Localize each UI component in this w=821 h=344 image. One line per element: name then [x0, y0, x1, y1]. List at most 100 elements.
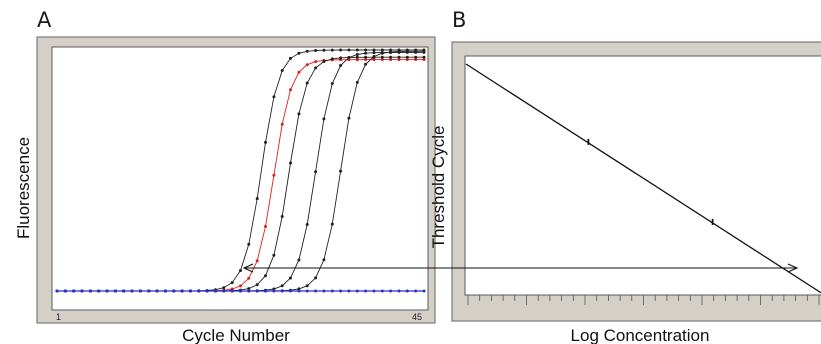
panel-b-plot-area — [464, 55, 821, 296]
standard-curve-line — [465, 63, 821, 294]
series-5-point-19 — [214, 289, 217, 293]
series-2-point-33 — [330, 57, 334, 61]
series-0-point-27 — [280, 69, 284, 72]
series-5-point-14 — [172, 289, 176, 293]
series-5-point-1 — [63, 289, 67, 293]
series-1-point-30 — [305, 63, 309, 67]
panel-a-label: A — [37, 8, 52, 32]
series-0-point-23 — [247, 242, 251, 246]
arrowhead-right — [787, 263, 799, 273]
series-4-point-32 — [322, 258, 326, 262]
x-axis-title-a: Cycle Number — [182, 326, 290, 344]
series-2-point-24 — [255, 283, 259, 287]
series-2-point-42 — [405, 55, 409, 59]
x-tick-label-last: 45 — [412, 312, 422, 322]
series-4-point-34 — [339, 169, 343, 173]
series-5-point-29 — [297, 289, 301, 293]
series-1-point-42 — [405, 58, 409, 62]
series-5-point-32 — [322, 289, 326, 293]
series-3-point-31 — [314, 170, 318, 174]
series-4-point-36 — [355, 80, 359, 84]
series-4-point-44 — [422, 49, 426, 53]
arrowhead-left — [242, 263, 254, 273]
series-0-point-24 — [255, 197, 259, 201]
series-5-point-34 — [339, 289, 343, 293]
x-axis-ticks-b — [467, 295, 820, 305]
series-4-point-37 — [364, 62, 368, 66]
panel-b-label: B — [452, 8, 466, 32]
series-1-point-23 — [247, 276, 251, 280]
series-3-point-36 — [355, 53, 359, 56]
series-0-point-29 — [297, 51, 301, 55]
y-axis-title-a: Fluorescence — [14, 137, 33, 239]
series-1-point-43 — [414, 58, 418, 62]
series-5-point-13 — [163, 289, 167, 293]
series-2-point-36 — [355, 55, 359, 59]
series-0-point-37 — [364, 48, 368, 52]
series-1-point-35 — [347, 58, 351, 62]
series-2-point-25 — [264, 274, 267, 278]
series-5-point-4 — [88, 289, 92, 293]
series-5-point-38 — [372, 289, 376, 293]
series-5-point-7 — [113, 289, 117, 293]
series-1-point-39 — [380, 58, 384, 62]
series-2-point-28 — [289, 161, 292, 165]
series-2-point-34 — [339, 56, 343, 60]
y-axis-title-b: Threshold Cycle — [429, 126, 448, 249]
series-2-point-40 — [389, 55, 393, 59]
series-1-point-37 — [364, 58, 368, 62]
series-5-point-5 — [97, 289, 101, 293]
series-5-point-0 — [55, 289, 59, 293]
series-2-point-43 — [414, 55, 418, 59]
series-1-point-36 — [355, 58, 359, 62]
series-1-point-31 — [314, 60, 318, 64]
threshold-double-arrow — [242, 263, 799, 273]
series-1-point-29 — [297, 70, 301, 74]
series-5-point-39 — [380, 289, 384, 293]
series-1-point-28 — [289, 88, 292, 92]
series-4-point-29 — [297, 287, 301, 291]
series-0-point-26 — [272, 95, 276, 99]
series-1-point-24 — [255, 259, 259, 263]
series-5-point-28 — [289, 289, 292, 293]
series-5-point-25 — [264, 289, 267, 293]
series-0-point-30 — [305, 49, 309, 53]
series-2-point-26 — [272, 253, 276, 257]
series-1-point-44 — [422, 58, 426, 62]
series-5-point-20 — [222, 289, 226, 293]
panel-a-plot-area — [51, 46, 429, 311]
series-4-point-42 — [405, 49, 409, 53]
series-5-point-30 — [305, 289, 309, 293]
series-0-point-22 — [239, 269, 242, 272]
series-5-point-12 — [155, 289, 159, 293]
series-5-point-8 — [122, 289, 126, 293]
series-4-point-33 — [330, 222, 334, 226]
series-4-point-38 — [372, 55, 376, 58]
series-5-point-37 — [364, 289, 368, 293]
series-5-point-21 — [230, 289, 234, 293]
series-5-point-2 — [72, 289, 76, 293]
series-3-point-35 — [347, 56, 351, 60]
series-5-point-36 — [355, 289, 359, 293]
series-0-point-35 — [347, 48, 351, 52]
series-0-point-32 — [322, 48, 326, 52]
series-3-point-28 — [289, 276, 292, 280]
series-5-point-16 — [189, 289, 192, 293]
series-0-point-21 — [230, 281, 234, 285]
series-5-point-17 — [197, 289, 201, 293]
series-5-point-10 — [138, 289, 142, 293]
series-2-point-41 — [397, 55, 401, 59]
series-0-point-31 — [314, 49, 318, 52]
series-0-point-36 — [355, 48, 359, 52]
series-5-point-43 — [414, 289, 418, 293]
series-0-point-38 — [372, 48, 376, 52]
series-5-point-33 — [330, 289, 334, 293]
series-5-point-27 — [280, 289, 284, 293]
series-5-point-26 — [272, 289, 276, 293]
series-3-point-34 — [339, 64, 343, 67]
series-2-point-44 — [422, 55, 426, 59]
series-5-point-40 — [389, 289, 393, 293]
series-3-point-37 — [364, 51, 368, 55]
series-3-point-29 — [297, 258, 301, 262]
